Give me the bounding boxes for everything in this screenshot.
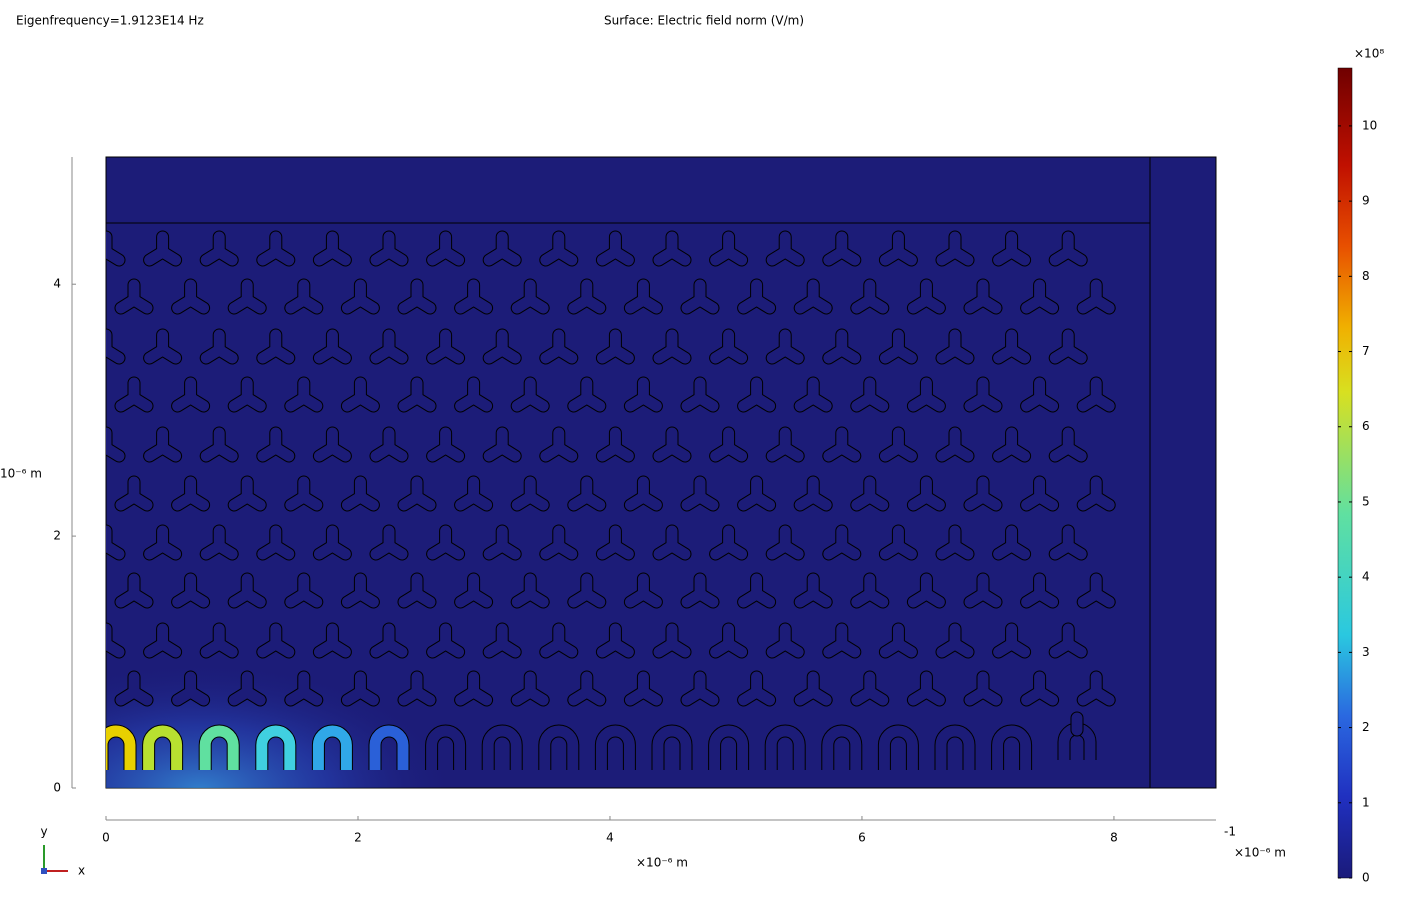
arch (425, 724, 467, 770)
arch (255, 724, 297, 770)
y-tick-label: 4 (53, 277, 61, 291)
arch-fill (709, 725, 749, 770)
arch-fill (199, 725, 239, 770)
arch (877, 724, 919, 770)
x-tick-label: 0 (102, 831, 110, 845)
colorbar (1337, 67, 1353, 879)
chart-title: Surface: Electric field norm (V/m) (604, 14, 804, 28)
y-tick-label: 0 (53, 781, 61, 795)
colorbar-tick-label: 2 (1362, 720, 1370, 734)
triad-z (41, 868, 47, 874)
arch (311, 724, 353, 770)
arch-fill (765, 725, 805, 770)
arch (934, 724, 976, 770)
colorbar-label: ×10⁸ (1354, 47, 1384, 61)
arch-fill (539, 725, 579, 770)
x-tick-label: 2 (354, 831, 362, 845)
colorbar-tick-label: 1 (1362, 795, 1370, 809)
arch (991, 724, 1033, 770)
arch-fill (256, 725, 296, 770)
arch (106, 724, 137, 770)
x-axis-label: ×10⁻⁶ m (636, 856, 688, 870)
field (106, 237, 1109, 788)
x-unit-label: ×10⁻⁶ m (1234, 846, 1286, 860)
arch (708, 724, 750, 770)
triad: y x (40, 825, 85, 878)
arch (651, 724, 693, 770)
arch-fill (935, 725, 975, 770)
x-tick-label: 4 (606, 831, 614, 845)
arch-fill (369, 725, 409, 770)
arch-fill (878, 725, 918, 770)
colorbar-tick-label: 4 (1362, 570, 1370, 584)
colorbar-tick-label: 5 (1362, 494, 1370, 508)
colorbar-tick-label: 7 (1362, 344, 1370, 358)
arch (821, 724, 863, 770)
arch-fill (992, 725, 1032, 770)
eigenfrequency: Eigenfrequency=1.9123E14 Hz (16, 14, 204, 28)
arch-fill (312, 725, 352, 770)
triad-y-label: y (40, 825, 47, 839)
arch (1057, 711, 1097, 760)
x-tick-label: 6 (858, 831, 866, 845)
arch (142, 724, 184, 770)
arch-fill (143, 725, 183, 770)
colorbar-tick-label: 9 (1362, 194, 1370, 208)
arch-fill (822, 725, 862, 770)
colorbar-tick-label: 3 (1362, 645, 1370, 659)
arch-fill (652, 725, 692, 770)
arch-fill (482, 725, 522, 770)
arch (198, 724, 240, 770)
colorbar-tick-label: 10 (1362, 118, 1377, 132)
arch-fill (106, 725, 136, 770)
arch (538, 724, 580, 770)
y-tick-label: 2 (53, 529, 61, 543)
arch-fill (595, 725, 635, 770)
arch-fill (426, 725, 466, 770)
colorbar-tick-label: 6 (1362, 419, 1370, 433)
x-extra-label: -1 (1224, 825, 1236, 839)
arch (368, 724, 410, 770)
y-axis-label: 10⁻⁶ m (0, 467, 42, 481)
arch (594, 724, 636, 770)
arch (481, 724, 523, 770)
arch (764, 724, 806, 770)
triad-x-label: x (78, 864, 85, 878)
x-tick-label: 8 (1110, 831, 1118, 845)
colorbar-tick-label: 0 (1362, 871, 1370, 885)
colorbar-tick-label: 8 (1362, 269, 1370, 283)
